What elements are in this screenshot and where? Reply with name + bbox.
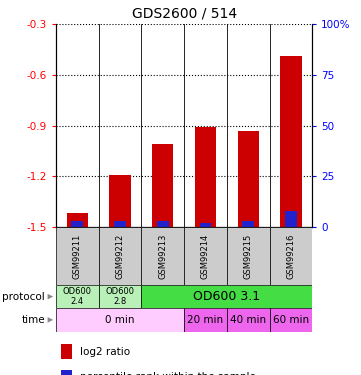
Bar [61, 345, 72, 359]
Text: 40 min: 40 min [230, 315, 266, 325]
Bar [142, 285, 312, 308]
Text: protocol: protocol [3, 292, 45, 302]
Text: OD600 3.1: OD600 3.1 [193, 290, 260, 303]
Bar [152, 144, 173, 227]
Text: OD600
2.8: OD600 2.8 [105, 287, 135, 306]
Text: GSM99216: GSM99216 [286, 233, 295, 279]
Bar [270, 227, 312, 285]
Bar [238, 131, 259, 227]
Bar [270, 308, 312, 332]
Bar [280, 57, 301, 227]
Title: GDS2600 / 514: GDS2600 / 514 [131, 6, 237, 20]
Text: percentile rank within the sample: percentile rank within the sample [79, 372, 256, 375]
Text: 60 min: 60 min [273, 315, 309, 325]
Bar [200, 223, 211, 227]
Bar [109, 175, 131, 227]
Bar [227, 308, 270, 332]
Text: 0 min: 0 min [105, 315, 135, 325]
Bar [227, 227, 270, 285]
Bar [184, 227, 227, 285]
Text: GSM99214: GSM99214 [201, 233, 210, 279]
Bar [157, 221, 169, 227]
Bar [99, 285, 142, 308]
Text: time: time [22, 315, 45, 325]
Text: GSM99212: GSM99212 [116, 233, 125, 279]
Bar [67, 213, 88, 227]
Bar [71, 221, 83, 227]
Bar [114, 221, 126, 227]
Bar [195, 128, 216, 227]
Text: GSM99211: GSM99211 [73, 233, 82, 279]
Bar [56, 308, 184, 332]
Bar [99, 227, 142, 285]
Text: 20 min: 20 min [187, 315, 223, 325]
Bar [56, 285, 99, 308]
Text: GSM99213: GSM99213 [158, 233, 167, 279]
Bar [56, 227, 99, 285]
Bar [61, 370, 72, 375]
Bar [285, 211, 297, 227]
Bar [142, 227, 184, 285]
Bar [242, 221, 254, 227]
Bar [184, 308, 227, 332]
Text: GSM99215: GSM99215 [244, 233, 253, 279]
Text: log2 ratio: log2 ratio [79, 347, 130, 357]
Text: OD600
2.4: OD600 2.4 [63, 287, 92, 306]
